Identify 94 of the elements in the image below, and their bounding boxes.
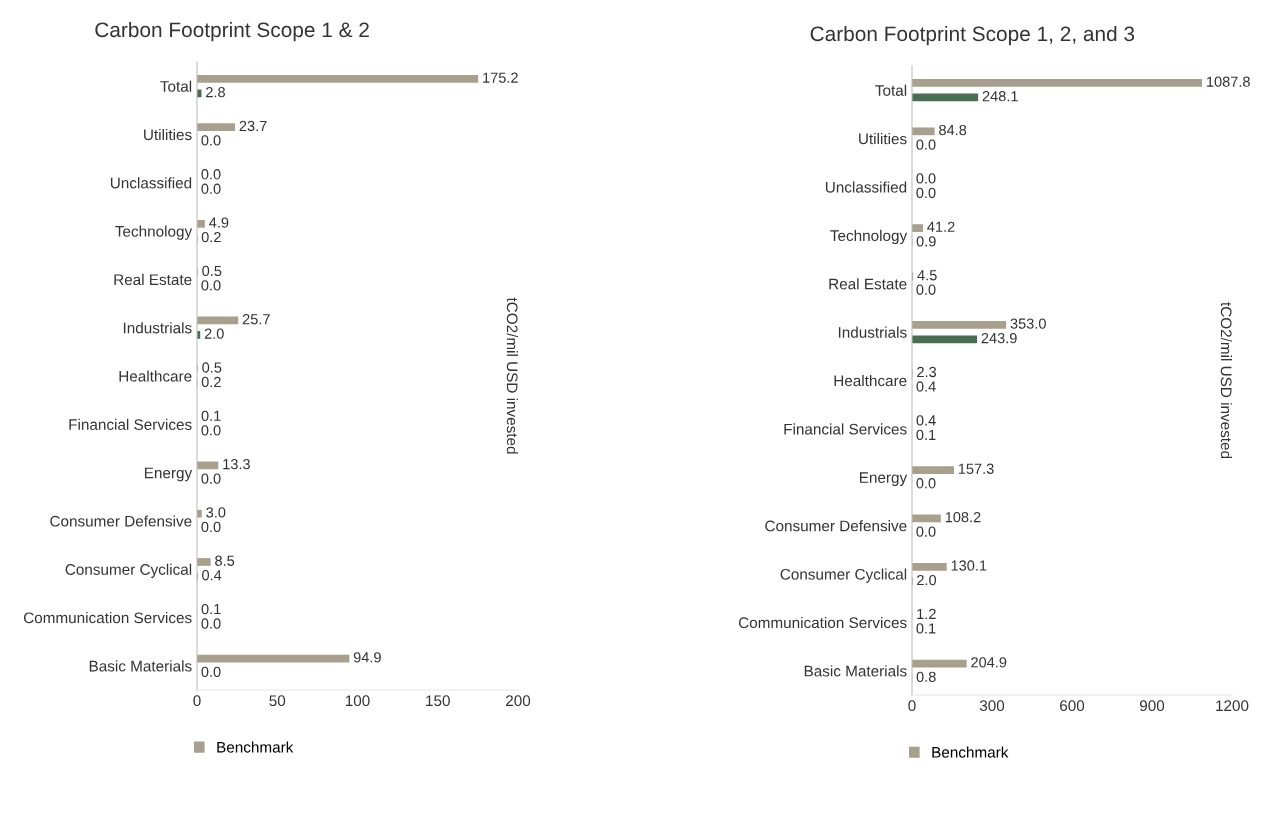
y-tick-label: Communication Services	[738, 616, 907, 629]
data-label: 13.3	[223, 458, 250, 470]
data-label: 0.0	[916, 526, 936, 537]
data-label: 0.1	[201, 410, 221, 421]
y-tick-label: Consumer Cyclical	[780, 568, 907, 583]
y-tick-label: Healthcare	[834, 374, 907, 387]
y-tick-label: Consumer Defensive	[50, 515, 192, 527]
data-label: 0.0	[201, 280, 221, 291]
y-tick-label: Utilities	[859, 133, 907, 145]
y-tick-label: Total	[875, 84, 907, 96]
data-label: 0.5	[202, 265, 222, 277]
x-tick-label: 100	[345, 695, 370, 707]
data-label: 204.9	[971, 657, 1007, 668]
annotation: tCO2/mil USD invested	[506, 297, 518, 454]
data-label: 0.0	[201, 425, 221, 436]
y-tick-label: Real Estate	[829, 278, 907, 290]
data-label: 0.9	[916, 236, 936, 247]
data-label: 0.1	[201, 603, 221, 615]
data-label: 94.9	[353, 652, 381, 663]
data-label: 0.8	[916, 671, 936, 682]
y-tick-label: Industrials	[838, 326, 907, 338]
x-tick-label: 0	[193, 695, 201, 707]
data-label: 0.0	[201, 473, 221, 484]
data-label: 0.0	[201, 521, 221, 533]
x-tick-label: 900	[1139, 700, 1165, 712]
data-label: 0.1	[916, 429, 936, 441]
data-label: 0.0	[201, 135, 221, 146]
data-label: 2.0	[204, 328, 224, 339]
data-label: 0.1	[916, 623, 936, 634]
data-label: 157.3	[958, 463, 994, 474]
chart-title: Carbon Footprint Scope 1 & 2	[95, 21, 369, 42]
data-label: 1.2	[917, 608, 936, 619]
y-tick-label: Energy	[859, 472, 908, 486]
y-tick-label: Communication Services	[23, 612, 192, 624]
data-label: 243.9	[981, 332, 1017, 344]
data-label: 41.2	[927, 221, 955, 232]
y-tick-label: Consumer Defensive	[765, 520, 907, 532]
data-label: 84.8	[939, 124, 967, 136]
y-tick-label: Industrials	[123, 322, 192, 334]
data-label: 25.7	[242, 314, 270, 325]
data-label: 0.4	[916, 381, 936, 392]
y-tick-label: Basic Materials	[804, 665, 907, 677]
data-label: 0.4	[202, 570, 222, 581]
y-tick-label: Utilities	[144, 128, 192, 141]
data-label: 0.0	[201, 666, 221, 678]
x-tick-label: 300	[979, 700, 1005, 712]
x-tick-label: 600	[1060, 700, 1085, 712]
data-label: 130.1	[951, 560, 987, 571]
data-label: 0.0	[916, 478, 936, 489]
y-tick-label: Real Estate	[114, 273, 192, 286]
data-label: 0.5	[202, 362, 222, 373]
data-label: 0.0	[916, 284, 936, 295]
data-label: 3.0	[206, 507, 226, 518]
data-label: 2.3	[917, 366, 937, 378]
data-label: 248.1	[982, 91, 1018, 102]
data-label: 0.0	[201, 169, 221, 180]
data-label: 23.7	[239, 120, 267, 132]
legend-label: Benchmark	[932, 746, 1009, 758]
data-label: 108.2	[945, 511, 981, 523]
data-label: 4.5	[917, 270, 937, 281]
legend-label: Benchmark	[217, 741, 294, 753]
x-tick-label: 200	[506, 695, 531, 707]
x-tick-label: 150	[426, 695, 450, 707]
data-label: 8.5	[215, 555, 235, 566]
y-tick-label: Energy	[144, 467, 193, 482]
annotation: tCO2/mil USD invested	[1220, 302, 1232, 459]
y-tick-label: Technology	[830, 229, 908, 245]
data-label: 0.0	[201, 618, 221, 629]
x-tick-label: 0	[908, 700, 916, 712]
chart-title: Carbon Footprint Scope 1, 2, and 3	[810, 25, 1135, 46]
data-label: 4.9	[209, 217, 229, 228]
x-tick-label: 1200	[1216, 700, 1249, 712]
data-label: 0.2	[201, 231, 221, 243]
data-label: 1087.8	[1207, 76, 1250, 87]
y-tick-label: Total	[160, 80, 192, 92]
data-label: 0.0	[201, 183, 221, 194]
y-tick-label: Technology	[115, 225, 193, 240]
data-label: 0.4	[916, 415, 936, 426]
y-tick-label: Unclassified	[825, 181, 907, 193]
x-tick-label: 50	[269, 695, 286, 707]
data-label: 2.8	[206, 86, 225, 98]
y-tick-label: Consumer Cyclical	[65, 563, 192, 578]
y-tick-label: Basic Materials	[89, 660, 192, 672]
data-label: 353.0	[1010, 318, 1046, 329]
data-label: 175.2	[483, 72, 518, 83]
data-label: 0.0	[916, 173, 936, 184]
data-label: 2.0	[917, 574, 937, 586]
y-tick-label: Financial Services	[69, 418, 192, 430]
data-label: 0.0	[916, 139, 936, 150]
y-tick-label: Financial Services	[784, 423, 907, 435]
y-tick-label: Unclassified	[110, 177, 192, 189]
data-label: 0.2	[201, 376, 221, 388]
y-tick-label: Healthcare	[119, 370, 192, 382]
data-label: 0.0	[916, 187, 936, 199]
